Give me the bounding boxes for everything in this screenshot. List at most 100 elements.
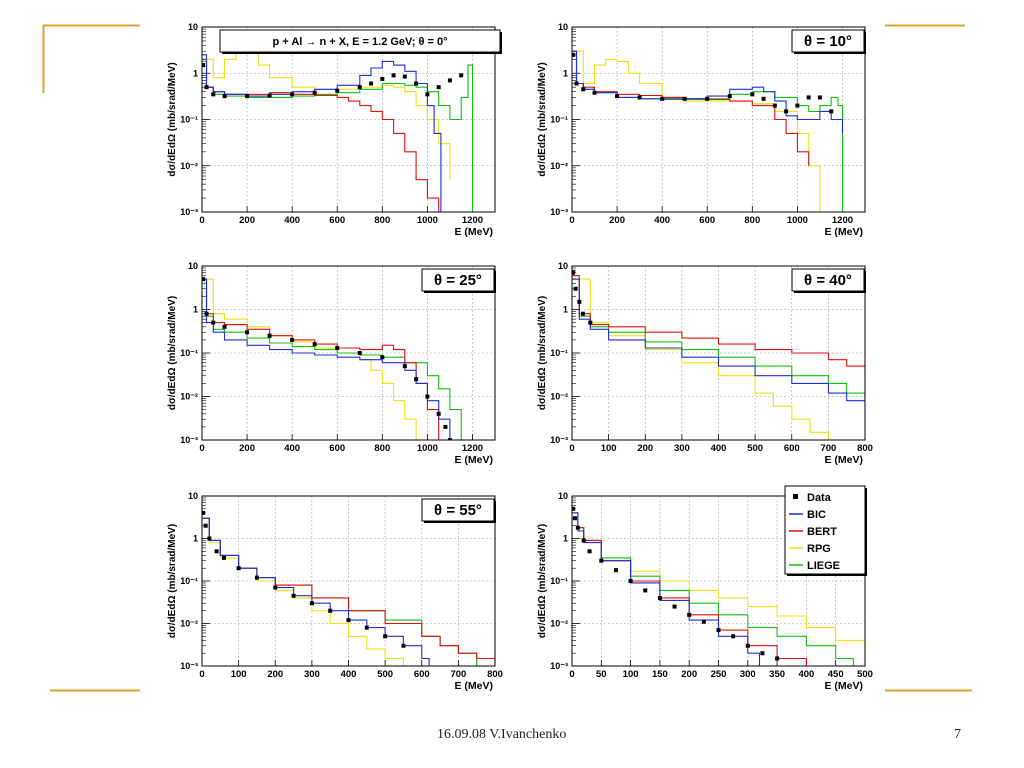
chart-panel-5: 0 100 200 300 400 500 600 700 800 10⁻³ 10⁻² 10⁻¹ 1 10… <box>167 491 503 692</box>
x-tick-label: 600 <box>784 443 800 454</box>
y-tick-label: 10⁻³ <box>180 207 198 217</box>
y-tick-label: 1 <box>563 68 568 78</box>
x-tick-label: 800 <box>857 443 873 454</box>
y-tick-label: 10⁻² <box>550 619 568 629</box>
y-axis-label: dσ/dEdΩ (mb/srad/MeV) <box>537 62 548 176</box>
y-tick-label: 10⁻³ <box>550 207 568 217</box>
chart-title: θ = 25° <box>434 272 482 289</box>
x-tick-label: 700 <box>450 669 466 680</box>
x-tick-label: 300 <box>740 669 756 680</box>
x-tick-label: 500 <box>377 669 393 680</box>
x-tick-label: 150 <box>652 669 668 680</box>
data-point <box>572 516 577 521</box>
x-tick-label: 500 <box>857 669 873 680</box>
title-box <box>421 268 495 292</box>
y-tick-label: 10⁻² <box>180 619 198 629</box>
data-point <box>581 87 586 92</box>
chart-panel-6: 0 50 100 150 200 250 300 350 400 450 500 10⁻³ 10⁻² 10… <box>537 485 873 692</box>
data-point <box>414 377 419 382</box>
data-point <box>207 536 212 541</box>
data-point <box>290 337 295 342</box>
plot-frame <box>201 495 496 667</box>
data-point <box>254 575 259 580</box>
data-point <box>572 270 576 275</box>
data-point <box>672 604 677 609</box>
data-point <box>425 394 430 399</box>
data-point <box>357 85 362 90</box>
y-axis-label: dσ/dEdΩ (mb/srad/MeV) <box>537 524 548 638</box>
data-point <box>772 103 777 108</box>
x-axis-label: E (MeV) <box>454 680 493 692</box>
data-point <box>401 643 406 648</box>
y-tick-label: 10 <box>558 22 568 32</box>
data-point <box>328 608 333 613</box>
data-point <box>705 96 710 101</box>
data-point <box>701 619 706 624</box>
data-point <box>660 96 665 101</box>
data-point <box>643 588 648 593</box>
data-point <box>447 438 452 440</box>
data-point <box>687 612 692 617</box>
x-tick-label: 200 <box>681 669 697 680</box>
x-tick-label: 600 <box>329 443 345 454</box>
x-tick-label: 800 <box>744 215 760 226</box>
data-point <box>587 549 592 554</box>
data-point <box>346 618 351 623</box>
data-point <box>204 85 209 90</box>
y-tick-label: 1 <box>193 305 198 315</box>
data-point <box>402 364 407 369</box>
data-point <box>795 103 800 108</box>
footer-credit: 16.09.08 V.Ivanchenko <box>437 727 567 742</box>
x-tick-label: 0 <box>569 443 574 454</box>
plot-frame <box>571 495 866 667</box>
x-tick-label: 800 <box>487 669 503 680</box>
x-tick-label: 100 <box>231 669 247 680</box>
chart-title: p + Al → n + X, E = 1.2 GeV; θ = 0° <box>272 36 447 48</box>
x-tick-label: 50 <box>596 669 607 680</box>
data-point <box>312 90 317 95</box>
data-point <box>267 93 272 98</box>
data-point <box>761 96 766 101</box>
x-tick-label: 300 <box>304 669 320 680</box>
x-tick-label: 400 <box>654 215 670 226</box>
chart-title: θ = 55° <box>434 502 482 519</box>
title-box <box>791 29 865 53</box>
series-rpg <box>202 517 404 666</box>
title-box <box>219 29 501 53</box>
data-point <box>312 342 317 347</box>
data-point <box>447 78 452 83</box>
y-tick-label: 10⁻¹ <box>550 115 568 125</box>
x-tick-label: 200 <box>239 215 255 226</box>
series-bic <box>202 54 473 212</box>
y-tick-label: 10⁻¹ <box>180 348 198 358</box>
data-point <box>459 73 464 78</box>
data-point <box>202 63 206 68</box>
data-point <box>309 601 314 606</box>
y-axis-label: dσ/dEdΩ (mb/srad/MeV) <box>167 524 178 638</box>
data-point <box>245 94 250 99</box>
x-tick-label: 800 <box>374 215 390 226</box>
x-axis-label: E (MeV) <box>824 680 863 692</box>
x-axis-label: E (MeV) <box>454 454 493 466</box>
data-point <box>383 634 388 639</box>
data-point <box>577 299 582 304</box>
legend-box <box>784 485 866 575</box>
chart-panel-3: 0 200 400 600 800 1000 1200 10⁻³ 10⁻² 10⁻¹ 1 10 dσ/d… <box>167 261 496 466</box>
x-tick-label: 0 <box>569 669 574 680</box>
data-point <box>273 585 278 590</box>
data-point <box>290 92 295 97</box>
data-point <box>267 333 272 338</box>
x-tick-label: 0 <box>569 215 574 226</box>
y-axis-label: dσ/dEdΩ (mb/srad/MeV) <box>537 296 548 410</box>
y-tick-label: 10⁻¹ <box>550 348 568 358</box>
data-point <box>784 109 789 114</box>
data-point <box>637 95 642 100</box>
data-point <box>760 651 765 656</box>
x-tick-label: 350 <box>769 669 785 680</box>
y-tick-label: 1 <box>193 534 198 544</box>
legend-entry-rpg: RPG <box>807 543 831 555</box>
data-point <box>682 96 687 101</box>
y-tick-label: 10⁻³ <box>550 435 568 445</box>
x-tick-label: 500 <box>747 443 763 454</box>
x-tick-label: 0 <box>199 215 204 226</box>
